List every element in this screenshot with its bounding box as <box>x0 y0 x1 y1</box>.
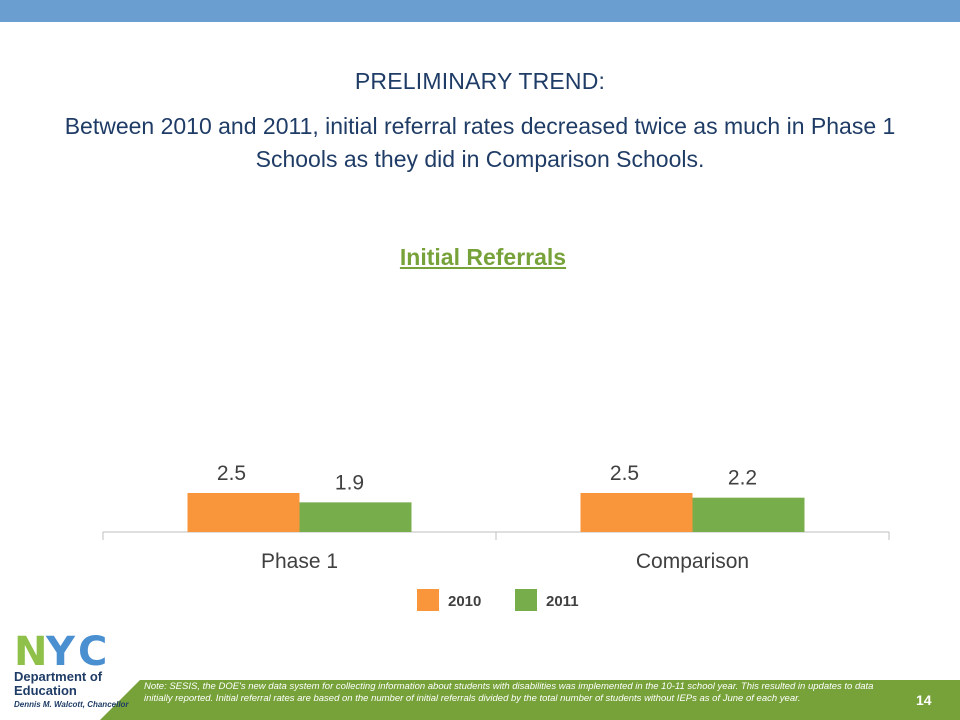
top-accent-bar <box>0 0 960 22</box>
logo-department-line2: Education <box>14 683 77 698</box>
slide-heading: PRELIMINARY TREND: <box>354 68 606 94</box>
footer-band <box>100 680 960 720</box>
nyc-logo-letter: C <box>78 630 107 668</box>
logo-department-line1: Department of <box>14 669 103 684</box>
legend-label-2010: 2010 <box>448 593 481 610</box>
bar-2011-phase-1 <box>299 502 412 532</box>
footnote: Note: SESIS, the DOE's new data system f… <box>144 681 874 704</box>
nyc-logo-icon: NY C <box>14 630 107 668</box>
bar-2010-phase-1 <box>187 493 300 532</box>
legend-swatch-2011 <box>515 589 537 611</box>
data-label: 2.5 <box>217 462 246 485</box>
logo-department-text: Department of Education <box>14 670 134 698</box>
slide-subheading: Between 2010 and 2011, initial referral … <box>64 113 896 172</box>
data-label: 2.2 <box>728 467 757 490</box>
data-label: 2.5 <box>610 462 639 485</box>
nyc-logo-letter: Y <box>45 630 76 668</box>
logo-chancellor-text: Dennis M. Walcott, Chancellor <box>14 700 129 709</box>
bar-2011-comparison <box>692 497 805 532</box>
category-label: Phase 1 <box>261 550 338 573</box>
bar-2010-comparison <box>580 493 693 532</box>
nyc-logo-letter: N <box>14 630 47 668</box>
legend-swatch-2010 <box>417 589 439 611</box>
legend-label-2011: 2011 <box>546 593 579 610</box>
data-label: 1.9 <box>335 471 364 494</box>
page-number: 14 <box>916 692 932 708</box>
chart-title: Initial Referrals <box>399 244 567 270</box>
category-label: Comparison <box>636 550 749 573</box>
